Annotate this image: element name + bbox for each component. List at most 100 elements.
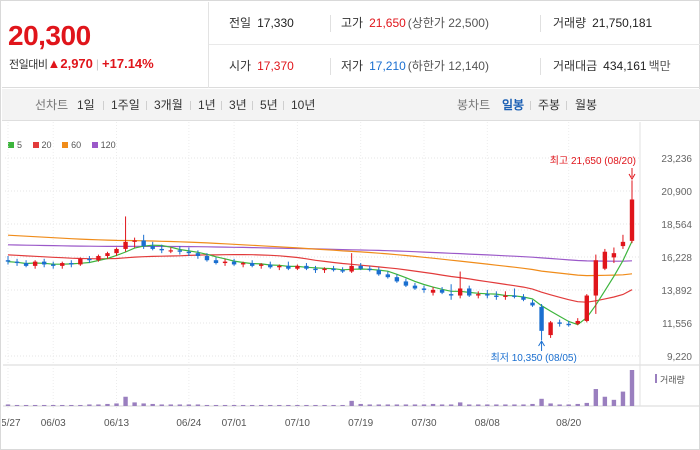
- change-label: 전일대비: [9, 59, 48, 71]
- high-arrowhead-icon: [628, 173, 636, 180]
- period-10y-button[interactable]: 10년: [291, 98, 316, 112]
- candle-body: [322, 268, 327, 271]
- period-1y-button[interactable]: 1년: [198, 98, 216, 112]
- period-3m-button[interactable]: 3개월: [154, 98, 183, 112]
- legend-label: 5: [17, 140, 23, 150]
- ma60-line: [7, 234, 633, 277]
- period-1d-button[interactable]: 1일: [77, 98, 95, 112]
- low-price: 저가 17,210 (하한가 12,140): [341, 45, 489, 88]
- candle-body: [5, 260, 11, 262]
- candle-body: [132, 240, 137, 242]
- volume-bar: [41, 404, 47, 406]
- divider: [530, 101, 531, 110]
- period-3y-button[interactable]: 3년: [229, 98, 247, 112]
- candle-body: [295, 265, 300, 269]
- upper-limit: (상한가 22,500): [407, 16, 489, 30]
- x-tick-label: 06/13: [104, 418, 129, 429]
- volume-bar: [557, 404, 562, 406]
- candle-monthly-button[interactable]: 월봉: [575, 98, 598, 112]
- volume-bar: [150, 403, 155, 406]
- ma-legend: 5 20 60 120: [8, 140, 124, 150]
- candle-body: [222, 261, 228, 264]
- period-1w-button[interactable]: 1주일: [111, 98, 140, 112]
- candle-body: [204, 255, 210, 261]
- candle-body: [448, 294, 454, 296]
- y-tick-label: 16,228: [661, 253, 692, 264]
- legend-label: 120: [100, 140, 116, 150]
- candle-body: [403, 281, 409, 286]
- volume-bar: [548, 403, 553, 406]
- candles: [5, 180, 635, 341]
- x-tick-label: 07/30: [411, 418, 436, 429]
- volume-bar: [168, 404, 173, 406]
- volume-bar: [69, 404, 74, 406]
- low-arrowhead-icon: [538, 340, 545, 347]
- period-5y-button[interactable]: 5년: [260, 98, 278, 112]
- legend-ma5: 5: [8, 140, 22, 150]
- candle-body: [268, 264, 273, 268]
- candle-body: [213, 260, 219, 264]
- volume-bar: [521, 404, 526, 406]
- candle-body: [584, 295, 589, 321]
- x-tick-label: 07/10: [285, 418, 310, 429]
- candle-body: [430, 289, 436, 293]
- volume-bar: [87, 404, 92, 406]
- candle-body: [385, 274, 391, 278]
- volume-bar: [340, 404, 345, 406]
- candle-body: [41, 261, 47, 265]
- volume-bar: [240, 404, 246, 406]
- candle-body: [457, 288, 463, 296]
- volume-bar: [60, 404, 65, 406]
- y-tick-label: 11,556: [662, 319, 692, 330]
- volume-bar: [23, 404, 29, 406]
- divider: [330, 58, 331, 75]
- open-label: 시가: [229, 59, 252, 73]
- candle-body: [114, 248, 119, 254]
- volume-bar: [249, 404, 255, 406]
- candle-body: [78, 258, 83, 265]
- volume-bar: [51, 404, 56, 406]
- candle-body: [521, 296, 526, 300]
- volume-bar: [295, 404, 300, 406]
- annotations: 최고 21,650 (08/20) 최저 10,350 (08/05): [491, 155, 636, 364]
- x-tick-label: 07/01: [222, 418, 247, 429]
- prev-close-value: 17,330: [257, 16, 294, 30]
- prev-close: 전일 17,330: [229, 2, 294, 45]
- ma5-line: [7, 241, 633, 326]
- amount-unit: 백만: [648, 59, 671, 73]
- volume-bar: [14, 404, 20, 406]
- candle-body: [557, 322, 562, 324]
- candle-body: [14, 261, 20, 264]
- quote-row-1: 전일 17,330 고가 21,650 (상한가 22,500) 거래량 21,750,…: [209, 2, 700, 45]
- candlestick-chart[interactable]: 거래량 23,236 20,900 18,564 16,228 13,892 11,556…: [2, 122, 700, 450]
- candle-body: [575, 320, 580, 324]
- candle-body: [277, 265, 282, 268]
- volume-bar: [367, 404, 372, 406]
- volume-bar: [186, 404, 192, 406]
- x-tick-label: 07/19: [348, 418, 373, 429]
- volume-bar: [78, 404, 83, 406]
- candle-weekly-button[interactable]: 주봉: [538, 98, 561, 112]
- candle-body: [512, 295, 517, 297]
- candle-body: [96, 255, 101, 261]
- volume-bar: [141, 403, 146, 406]
- x-tick-label: 06/03: [41, 418, 66, 429]
- x-tick-label: 06/24: [176, 418, 201, 429]
- divider: [221, 101, 222, 110]
- candle-body: [231, 261, 237, 265]
- candle-body: [331, 268, 336, 271]
- volume-bar: [268, 404, 273, 406]
- high-price: 고가 21,650 (상한가 22,500): [341, 2, 489, 45]
- legend-swatch: [91, 142, 98, 148]
- candle-body: [376, 270, 381, 275]
- volume-bar: [530, 403, 535, 406]
- moving-average-lines: [7, 234, 633, 326]
- candle-body: [412, 285, 418, 289]
- volume-bars: 거래량: [5, 370, 685, 406]
- open-value: 17,370: [257, 59, 294, 73]
- divider: [252, 101, 253, 110]
- candle-daily-button[interactable]: 일봉: [502, 98, 525, 112]
- candle-body: [168, 250, 173, 252]
- candle-body: [51, 264, 56, 266]
